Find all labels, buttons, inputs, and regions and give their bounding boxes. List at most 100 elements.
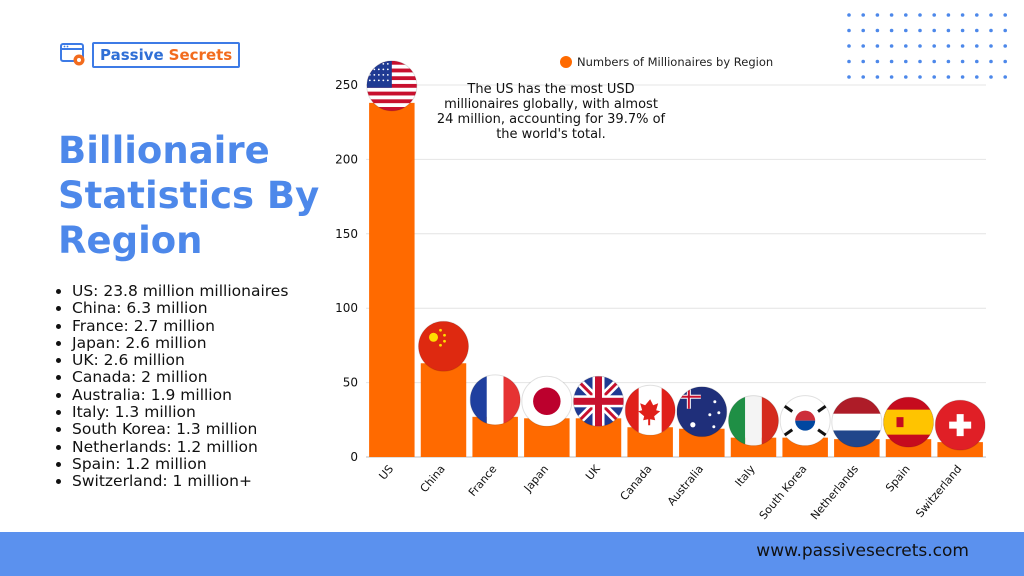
dot xyxy=(918,44,922,48)
switzerland-flag-icon xyxy=(934,399,986,451)
dot xyxy=(975,44,979,48)
dot xyxy=(1003,75,1007,79)
y-tick-label: 0 xyxy=(350,450,358,464)
dot xyxy=(960,75,965,79)
dot xyxy=(946,75,951,79)
x-tick-label: South Korea xyxy=(757,463,810,522)
dot xyxy=(989,75,993,79)
dot xyxy=(904,75,908,79)
y-tick-label: 250 xyxy=(335,78,358,92)
annotation-line: the world's total. xyxy=(496,127,606,142)
x-tick-label: Canada xyxy=(618,463,655,503)
dot xyxy=(960,44,965,48)
stats-list: US: 23.8 million millionaires China: 6.3… xyxy=(54,282,288,491)
dot xyxy=(889,13,894,17)
uk-flag-icon xyxy=(573,375,624,427)
browser-gear-icon xyxy=(60,43,85,66)
dot xyxy=(861,44,865,48)
brand-wordmark: Passive Secrets xyxy=(92,42,241,68)
dot xyxy=(946,13,951,17)
dot xyxy=(932,59,936,64)
dot xyxy=(904,44,908,48)
stats-list-item: South Korea: 1.3 million xyxy=(72,421,288,439)
dot xyxy=(861,28,865,33)
footer-url: www.passivesecrets.com xyxy=(756,541,969,561)
australia-flag-icon xyxy=(676,386,728,438)
y-tick-label: 200 xyxy=(335,152,358,166)
stats-list-item: France: 2.7 million xyxy=(72,317,288,335)
stats-list-item: Canada: 2 million xyxy=(72,369,288,387)
legend-label: Numbers of Millionaires by Region xyxy=(577,55,773,69)
annotation-line: 24 million, accounting for 39.7% of xyxy=(437,112,666,127)
dot xyxy=(989,13,993,17)
x-tick-label: US xyxy=(377,463,397,483)
japan-flag-icon xyxy=(521,375,573,427)
dot xyxy=(847,75,851,79)
dot xyxy=(904,28,908,33)
dot xyxy=(989,28,993,33)
x-tick-label: Spain xyxy=(883,463,913,495)
dot xyxy=(960,13,965,17)
stats-list-item: China: 6.3 million xyxy=(72,299,288,317)
canada-flag-icon xyxy=(624,384,676,436)
brand-word-passive: Passive xyxy=(100,46,164,64)
dot xyxy=(904,13,908,17)
dot xyxy=(889,59,894,64)
brand-logo: Passive Secrets xyxy=(60,42,241,68)
bar-china xyxy=(420,363,467,457)
italy-flag-icon xyxy=(728,395,779,447)
dot xyxy=(946,28,951,33)
dot xyxy=(932,75,936,79)
page-title: Billionaire Statistics By Region xyxy=(58,129,320,262)
dot xyxy=(932,28,936,33)
dot xyxy=(946,44,951,48)
spain-flag-icon xyxy=(883,396,934,448)
legend-swatch xyxy=(560,56,572,68)
dot xyxy=(975,75,979,79)
dot xyxy=(989,59,993,64)
stats-list-item: US: 23.8 million millionaires xyxy=(72,282,288,300)
dot xyxy=(918,28,922,33)
y-tick-label: 150 xyxy=(335,227,358,241)
france-flag-icon xyxy=(469,374,521,426)
stats-list-item: Switzerland: 1 million+ xyxy=(72,472,288,490)
dot xyxy=(861,75,865,79)
x-tick-label: Switzerland xyxy=(913,463,964,521)
dot xyxy=(875,44,880,48)
dot xyxy=(1003,44,1007,48)
x-tick-label: Japan xyxy=(521,463,551,496)
us-flag-icon xyxy=(366,60,418,112)
dot xyxy=(889,28,894,33)
dot xyxy=(975,28,979,33)
dot xyxy=(918,59,922,64)
stats-list-item: Japan: 2.6 million xyxy=(72,334,288,352)
dot xyxy=(875,75,880,79)
dot xyxy=(989,44,993,48)
dot xyxy=(889,44,894,48)
x-tick-label: Italy xyxy=(732,462,758,489)
dot xyxy=(932,44,936,48)
dot xyxy=(875,28,880,33)
millionaires-bar-chart: Numbers of Millionaires by Region 0 50 100 1… xyxy=(335,55,986,522)
dot xyxy=(975,13,979,17)
x-tick-label: China xyxy=(418,463,448,495)
dot xyxy=(932,13,936,17)
china-flag-icon xyxy=(418,320,469,372)
x-tick-label: UK xyxy=(583,462,603,483)
stats-list-item: Australia: 1.9 million xyxy=(72,386,288,404)
annotation-line: millionaires globally, with almost xyxy=(444,97,658,112)
dot xyxy=(918,13,922,17)
dot xyxy=(875,59,880,64)
stats-list-item: Italy: 1.3 million xyxy=(72,403,288,421)
dot xyxy=(1003,28,1007,33)
x-tick-label: France xyxy=(466,462,500,499)
dot xyxy=(847,28,851,33)
dot xyxy=(1003,59,1007,64)
dot xyxy=(960,28,965,33)
x-tick-label: Netherlands xyxy=(808,462,861,522)
footer-bar: www.passivesecrets.com xyxy=(0,532,1024,576)
dot xyxy=(918,75,922,79)
dot xyxy=(847,44,851,48)
x-tick-label: Australia xyxy=(665,463,706,509)
dot xyxy=(946,59,951,64)
